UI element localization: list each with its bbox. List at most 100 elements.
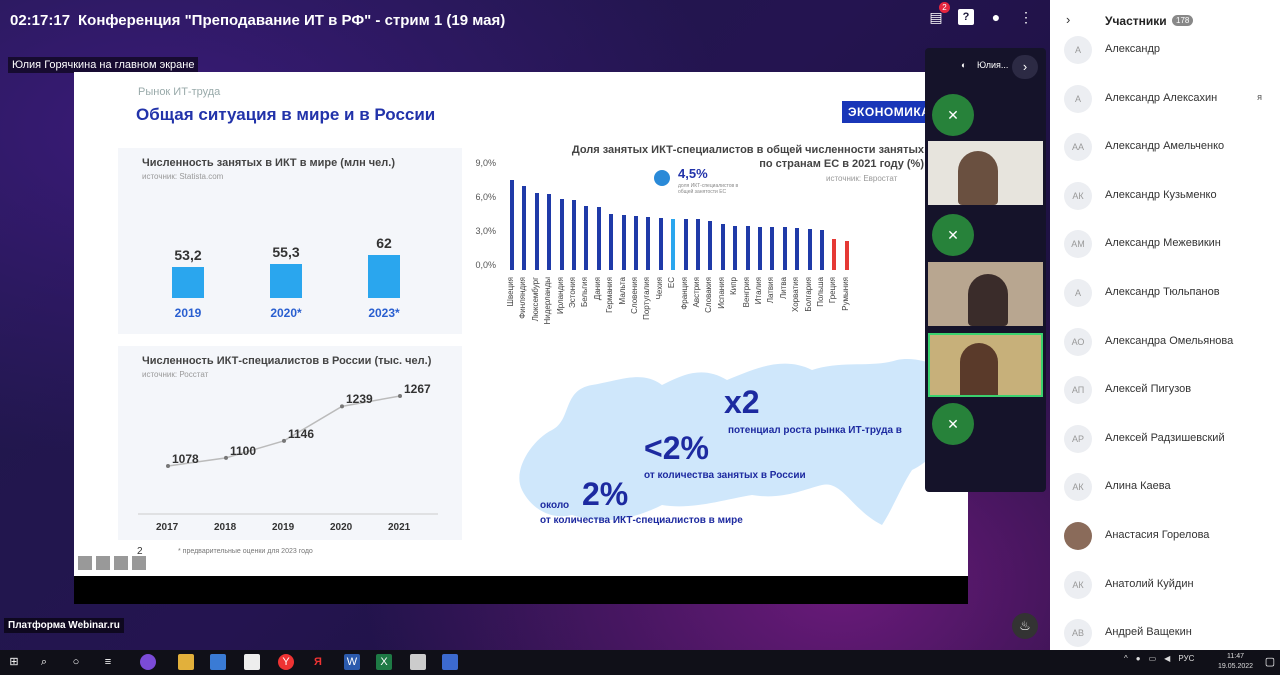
- fire-icon[interactable]: ♨: [1012, 613, 1038, 639]
- chevron-right-icon[interactable]: ›: [1066, 12, 1071, 27]
- help-icon[interactable]: ?: [958, 9, 974, 25]
- eu-country-label: Финляндия: [518, 277, 528, 319]
- mic-muted-icon[interactable]: ✕: [932, 94, 974, 136]
- participant-item[interactable]: АК Александр Кузьменко: [1064, 181, 1274, 210]
- world-chart-title: Численность занятых в ИКТ в мире (млн че…: [142, 157, 396, 169]
- participant-item[interactable]: АА Александр Амельченко: [1064, 133, 1274, 162]
- eu-bar: [720, 223, 725, 270]
- slides-grid-icon[interactable]: [114, 556, 128, 570]
- participant-item[interactable]: АК Анатолий Куйдин: [1064, 570, 1274, 599]
- eu-country-label: Мальта: [617, 277, 627, 305]
- word-icon[interactable]: W: [344, 654, 360, 670]
- avatar: [1064, 522, 1092, 550]
- explorer-icon[interactable]: [178, 654, 194, 670]
- participant-item[interactable]: АР Алексей Радзишевский: [1064, 424, 1274, 453]
- participant-item[interactable]: АК Алина Каева: [1064, 473, 1274, 502]
- eu-y-tick: 0,0%: [475, 260, 496, 270]
- russia-point-value: 1267: [404, 382, 431, 396]
- calculator-icon[interactable]: [410, 654, 426, 670]
- more-menu-icon[interactable]: ⋮: [1019, 9, 1033, 25]
- mic-muted-icon[interactable]: ✕: [932, 403, 974, 445]
- eu-country-label: Венгрия: [741, 277, 751, 308]
- clock-date: 19.05.2022: [1218, 663, 1254, 670]
- participant-name: Александр Тюльпанов: [1105, 286, 1220, 298]
- participant-item[interactable]: А Александр Тюльпанов: [1064, 279, 1274, 307]
- pencil-icon[interactable]: [96, 556, 110, 570]
- prev-slide-icon[interactable]: [78, 556, 92, 570]
- excel-icon[interactable]: X: [376, 654, 392, 670]
- slide-toolbar: [78, 556, 146, 570]
- avatar: А: [1064, 279, 1092, 307]
- volume-icon[interactable]: ◀: [1164, 654, 1171, 663]
- eu-country-label: Швеция: [506, 277, 515, 307]
- map-x2-value: x2: [724, 384, 760, 420]
- slide-frame: Рынок ИТ-труда Общая ситуация в мире и в…: [74, 72, 968, 576]
- widgets-icon[interactable]: ≡: [104, 656, 112, 668]
- participant-item[interactable]: АВ Андрей Ващекин: [1064, 619, 1274, 648]
- eu-bar: [584, 205, 589, 270]
- eu-country-label: Словения: [630, 277, 639, 314]
- participant-video-active: [928, 333, 1043, 397]
- participant-name: Алина Каева: [1105, 480, 1171, 493]
- eu-y-tick: 9,0%: [475, 158, 496, 168]
- language-indicator[interactable]: РУС: [1178, 654, 1195, 663]
- participant-item[interactable]: А Александр Алексахин я: [1064, 84, 1274, 113]
- start-icon[interactable]: ⊞: [9, 656, 19, 668]
- mail-icon[interactable]: [244, 654, 260, 670]
- save-app-icon[interactable]: [442, 654, 458, 670]
- event-title: Конференция "Преподавание ИТ в РФ" - стр…: [78, 11, 506, 29]
- clock[interactable]: 11:47 19.05.2022: [1218, 652, 1253, 672]
- mic-muted-icon[interactable]: ✕: [932, 214, 974, 256]
- eu-country-label: Литва: [778, 277, 788, 299]
- participant-name: Алексей Радзишевский: [1105, 431, 1225, 444]
- participant-item[interactable]: Анастасия Горелова: [1064, 522, 1274, 550]
- eu-country-label: Польша: [816, 277, 825, 307]
- yandex-icon[interactable]: Я: [314, 656, 322, 668]
- russia-point-value: 1146: [288, 426, 315, 441]
- store-icon[interactable]: [210, 654, 226, 670]
- participant-item[interactable]: АП Алексей Пигузов: [1064, 376, 1274, 405]
- collapse-video-button[interactable]: ›: [1012, 55, 1038, 79]
- eu-country-label: Латвия: [766, 277, 776, 304]
- participants-header: › Участники 178: [1050, 0, 1280, 40]
- eu-country-label: Словакия: [704, 277, 714, 313]
- participant-video: [928, 141, 1043, 205]
- eu-bar: [609, 213, 614, 270]
- eu-chart-title-line2: по странам ЕС в 2021 году (%): [759, 158, 924, 170]
- search-icon[interactable]: ⌕: [40, 656, 48, 668]
- russia-point: [282, 438, 286, 443]
- microphone-icon[interactable]: ●: [1135, 654, 1141, 663]
- yandex-browser-icon[interactable]: Y: [278, 654, 294, 670]
- eu-country-label: ЕС: [667, 277, 677, 289]
- participant-item[interactable]: АО Александра Омельянова: [1064, 327, 1274, 356]
- participant-self-marker: я: [1257, 91, 1262, 102]
- next-slide-icon[interactable]: [132, 556, 146, 570]
- eu-bar: [807, 229, 812, 270]
- avatar: А: [1064, 84, 1092, 113]
- russia-point: [398, 394, 402, 398]
- participant-name: Александра Омельянова: [1105, 334, 1234, 347]
- eu-bar: [534, 193, 539, 270]
- tray-arrow-icon[interactable]: ^: [1124, 654, 1128, 663]
- participant-item[interactable]: АМ Александр Межевикин: [1064, 230, 1274, 259]
- chat-icon[interactable]: ▤ 2: [928, 2, 950, 25]
- eu-country-label: Дания: [592, 277, 602, 301]
- eu-y-tick: 6,0%: [475, 192, 496, 202]
- participant-name: Анатолий Куйдин: [1105, 577, 1194, 590]
- task-view-icon[interactable]: ○: [72, 656, 80, 668]
- eu-chart-source: источник: Евростат: [826, 174, 898, 183]
- participants-sidebar: › Участники 178 А Александр А Александр Але…: [1050, 0, 1280, 650]
- participant-name: Александр Амельченко: [1105, 140, 1225, 153]
- alice-icon[interactable]: [140, 654, 156, 670]
- participant-item[interactable]: А Александр: [1064, 36, 1274, 64]
- eu-bar: [646, 216, 651, 270]
- world-bar: [368, 255, 400, 298]
- eu-country-label: Германия: [605, 277, 615, 313]
- network-icon[interactable]: ▭: [1148, 654, 1157, 663]
- notifications-icon[interactable]: ▢: [1264, 656, 1276, 668]
- user-icon[interactable]: ●: [991, 9, 1001, 25]
- eu-chart-title-line1: Доля занятых ИКТ-специалистов в общей чи…: [571, 144, 924, 156]
- russia-point-value: 1078: [172, 452, 199, 466]
- speaker-icon: ◐: [961, 60, 967, 70]
- presentation-slide: Рынок ИТ-труда Общая ситуация в мире и в…: [74, 72, 968, 576]
